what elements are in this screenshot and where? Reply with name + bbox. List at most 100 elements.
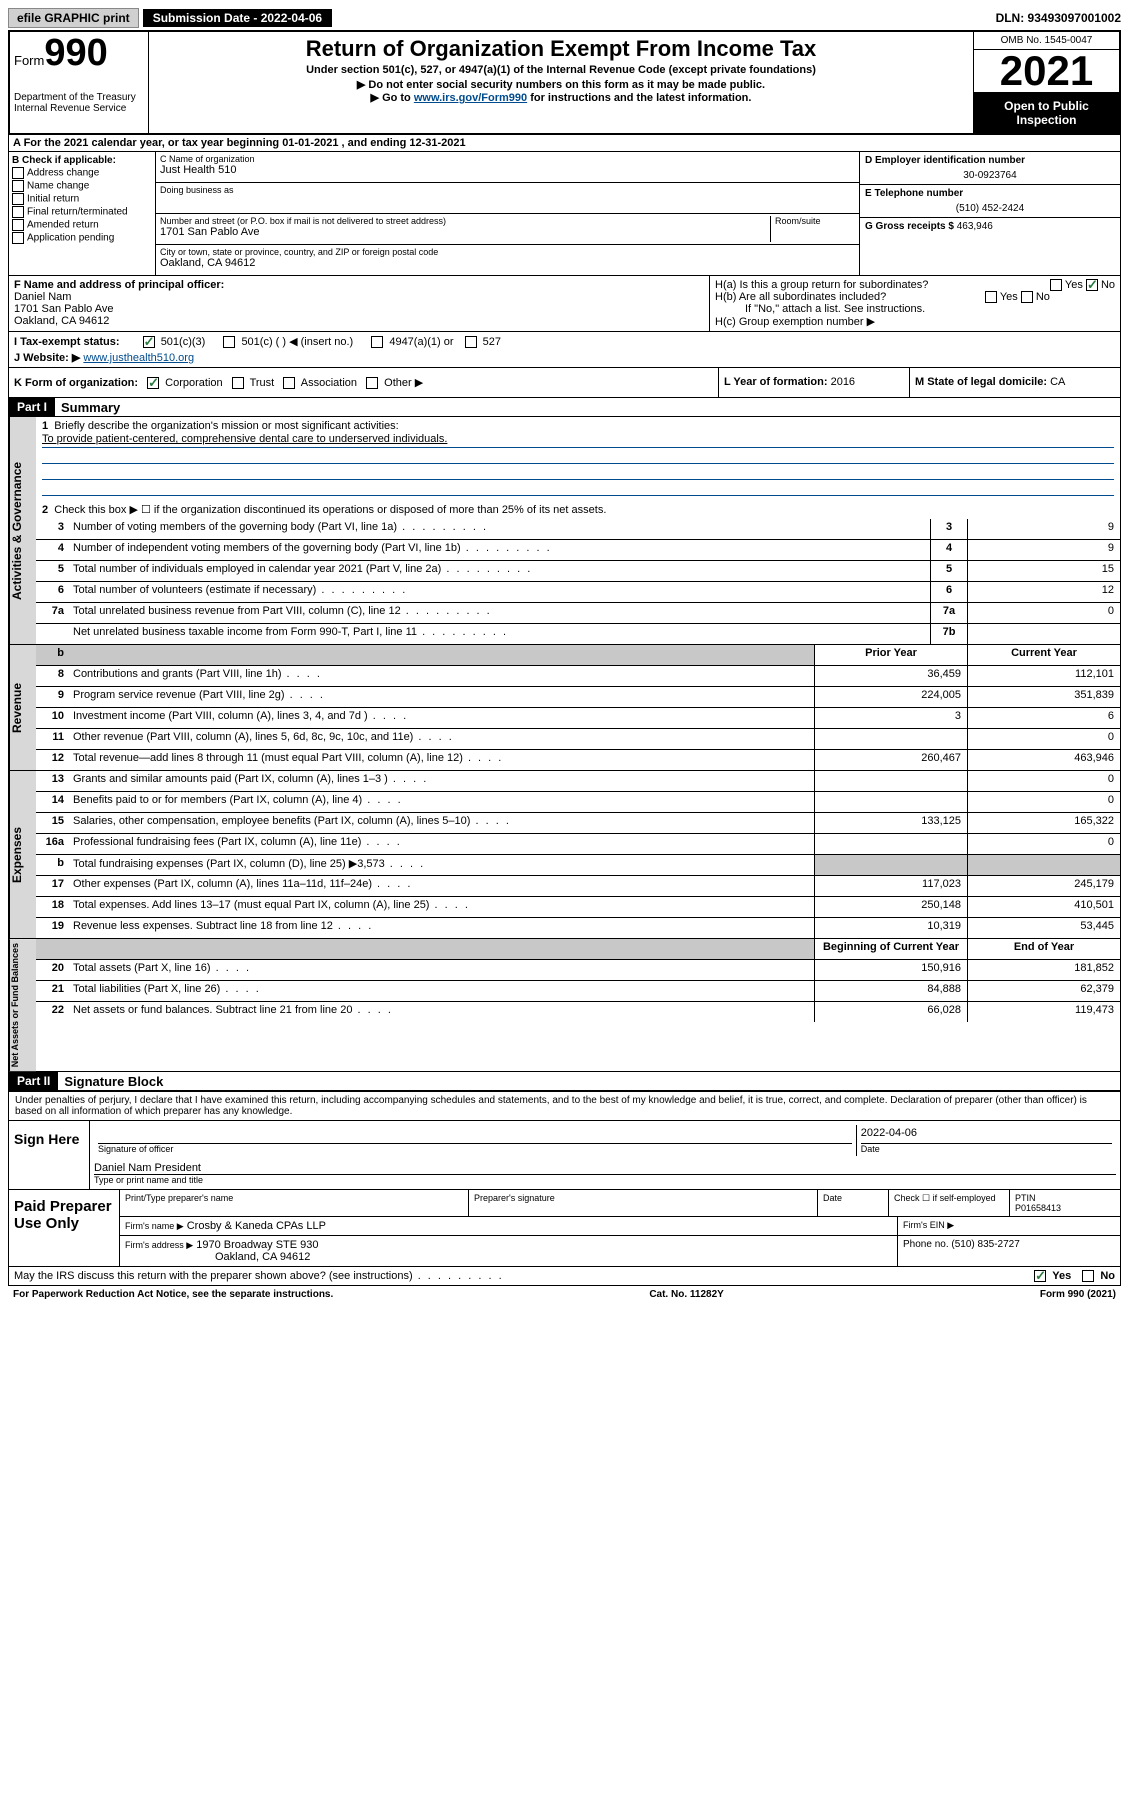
row-j-website: J Website: ▶ www.justhealth510.org xyxy=(14,351,1115,364)
footer: For Paperwork Reduction Act Notice, see … xyxy=(8,1286,1121,1303)
header-box: Form990 Department of the Treasury Inter… xyxy=(8,30,1121,135)
firm-name: Firm's name ▶ Crosby & Kaneda CPAs LLP xyxy=(120,1217,898,1235)
side-expenses: Expenses xyxy=(9,771,36,938)
row-i-j: I Tax-exempt status: 501(c)(3) 501(c) ( … xyxy=(8,332,1121,368)
chk-final-return[interactable]: Final return/terminated xyxy=(12,206,152,218)
ptin-label: PTIN xyxy=(1015,1193,1036,1203)
mission-label: Briefly describe the organization's miss… xyxy=(54,420,398,432)
ein-label: D Employer identification number xyxy=(865,155,1115,166)
subtitle: Under section 501(c), 527, or 4947(a)(1)… xyxy=(155,64,967,76)
hdr-prior-year: Prior Year xyxy=(814,645,967,665)
governance-section: Activities & Governance 1 Briefly descri… xyxy=(8,417,1121,645)
chk-initial-return[interactable]: Initial return xyxy=(12,193,152,205)
address-label: Number and street (or P.O. box if mail i… xyxy=(160,216,770,226)
part2-label: Part II xyxy=(9,1072,58,1090)
ha-group-return: H(a) Is this a group return for subordin… xyxy=(715,279,1115,291)
table-row: 8Contributions and grants (Part VIII, li… xyxy=(36,666,1120,687)
prep-print-name: Print/Type preparer's name xyxy=(120,1190,469,1216)
cat-number: Cat. No. 11282Y xyxy=(649,1289,723,1300)
officer-label: F Name and address of principal officer: xyxy=(14,279,704,291)
chk-association[interactable] xyxy=(283,377,295,389)
org-name-label: C Name of organization xyxy=(160,154,855,164)
row-i-tax-status: I Tax-exempt status: 501(c)(3) 501(c) ( … xyxy=(14,335,1115,348)
officer-addr2: Oakland, CA 94612 xyxy=(14,315,704,327)
boxes-d-e-g: D Employer identification number 30-0923… xyxy=(859,152,1120,275)
hb-yes[interactable] xyxy=(985,291,997,303)
efile-button[interactable]: efile GRAPHIC print xyxy=(8,8,139,28)
sig-officer-label: Signature of officer xyxy=(98,1144,852,1154)
form-ref: Form 990 (2021) xyxy=(1040,1289,1116,1300)
paid-preparer-block: Paid Preparer Use Only Print/Type prepar… xyxy=(8,1190,1121,1267)
part1-header: Part I Summary xyxy=(8,398,1121,417)
instruction-1: ▶ Do not enter social security numbers o… xyxy=(155,78,967,91)
chk-address-change[interactable]: Address change xyxy=(12,167,152,179)
prep-date: Date xyxy=(818,1190,889,1216)
open-to-public: Open to Public Inspection xyxy=(974,93,1119,133)
firm-phone: Phone no. (510) 835-2727 xyxy=(898,1236,1120,1266)
sig-date-label: Date xyxy=(861,1144,1112,1154)
box-b-label: B Check if applicable: xyxy=(12,155,152,166)
address-value: 1701 San Pablo Ave xyxy=(160,226,770,238)
irs-link[interactable]: www.irs.gov/Form990 xyxy=(414,92,527,104)
table-row: 10Investment income (Part VIII, column (… xyxy=(36,708,1120,729)
officer-name: Daniel Nam xyxy=(14,291,704,303)
sig-date-value: 2022-04-06 xyxy=(861,1127,1112,1144)
part2-header: Part II Signature Block xyxy=(8,1072,1121,1091)
line2-discontinued: Check this box ▶ ☐ if the organization d… xyxy=(54,504,606,516)
table-row: 11Other revenue (Part VIII, column (A), … xyxy=(36,729,1120,750)
hdr-end-year: End of Year xyxy=(967,939,1120,959)
side-net-assets: Net Assets or Fund Balances xyxy=(9,939,36,1071)
hc-group-exemption: H(c) Group exemption number ▶ xyxy=(715,315,1115,328)
dba-label: Doing business as xyxy=(160,185,855,195)
form-id-box: Form990 Department of the Treasury Inter… xyxy=(10,32,149,133)
chk-name-change[interactable]: Name change xyxy=(12,180,152,192)
chk-amended-return[interactable]: Amended return xyxy=(12,219,152,231)
table-row: 12Total revenue—add lines 8 through 11 (… xyxy=(36,750,1120,770)
discuss-yes[interactable] xyxy=(1034,1270,1046,1282)
box-f-officer: F Name and address of principal officer:… xyxy=(9,276,710,331)
discuss-question: May the IRS discuss this return with the… xyxy=(14,1270,504,1282)
website-link[interactable]: www.justhealth510.org xyxy=(83,352,194,364)
officer-addr1: 1701 San Pablo Ave xyxy=(14,303,704,315)
part2-title: Signature Block xyxy=(64,1074,163,1089)
chk-other[interactable] xyxy=(366,377,378,389)
discuss-no[interactable] xyxy=(1082,1270,1094,1282)
dept-treasury: Department of the Treasury Internal Reve… xyxy=(14,92,144,114)
table-row: 3Number of voting members of the governi… xyxy=(36,519,1120,540)
firm-address: Firm's address ▶ 1970 Broadway STE 930 O… xyxy=(120,1236,898,1266)
name-title-label: Type or print name and title xyxy=(94,1175,1116,1185)
omb-year-box: OMB No. 1545-0047 2021 Open to Public In… xyxy=(974,32,1119,133)
section-f-h: F Name and address of principal officer:… xyxy=(8,276,1121,332)
form-label: Form xyxy=(14,53,44,68)
section-b-to-g: B Check if applicable: Address change Na… xyxy=(8,152,1121,276)
row-k-l-m: K Form of organization: Corporation Trus… xyxy=(8,368,1121,398)
paid-preparer-label: Paid Preparer Use Only xyxy=(9,1190,120,1266)
chk-527[interactable] xyxy=(465,336,477,348)
chk-501c3[interactable] xyxy=(143,336,155,348)
chk-trust[interactable] xyxy=(232,377,244,389)
table-row: 6Total number of volunteers (estimate if… xyxy=(36,582,1120,603)
mission-text: To provide patient-centered, comprehensi… xyxy=(42,433,1114,448)
sign-here-label: Sign Here xyxy=(9,1121,90,1189)
hb-subordinates: H(b) Are all subordinates included? Yes … xyxy=(715,291,1115,303)
dln: DLN: 93493097001002 xyxy=(996,11,1121,25)
chk-application-pending[interactable]: Application pending xyxy=(12,232,152,244)
table-row: 17Other expenses (Part IX, column (A), l… xyxy=(36,876,1120,897)
chk-4947[interactable] xyxy=(371,336,383,348)
gross-receipts-value: 463,946 xyxy=(957,221,993,232)
room-label: Room/suite xyxy=(775,216,855,226)
chk-corporation[interactable] xyxy=(147,377,159,389)
ha-no[interactable] xyxy=(1086,279,1098,291)
hb-no[interactable] xyxy=(1021,291,1033,303)
table-row: 19Revenue less expenses. Subtract line 1… xyxy=(36,918,1120,938)
hdr-current-year: Current Year xyxy=(967,645,1120,665)
table-row: 13Grants and similar amounts paid (Part … xyxy=(36,771,1120,792)
hdr-beginning-year: Beginning of Current Year xyxy=(814,939,967,959)
table-row: 22Net assets or fund balances. Subtract … xyxy=(36,1002,1120,1022)
return-title: Return of Organization Exempt From Incom… xyxy=(155,36,967,62)
ha-yes[interactable] xyxy=(1050,279,1062,291)
table-row: 16aProfessional fundraising fees (Part I… xyxy=(36,834,1120,855)
table-row: 15Salaries, other compensation, employee… xyxy=(36,813,1120,834)
box-b-checkboxes: B Check if applicable: Address change Na… xyxy=(9,152,156,275)
chk-501c[interactable] xyxy=(223,336,235,348)
